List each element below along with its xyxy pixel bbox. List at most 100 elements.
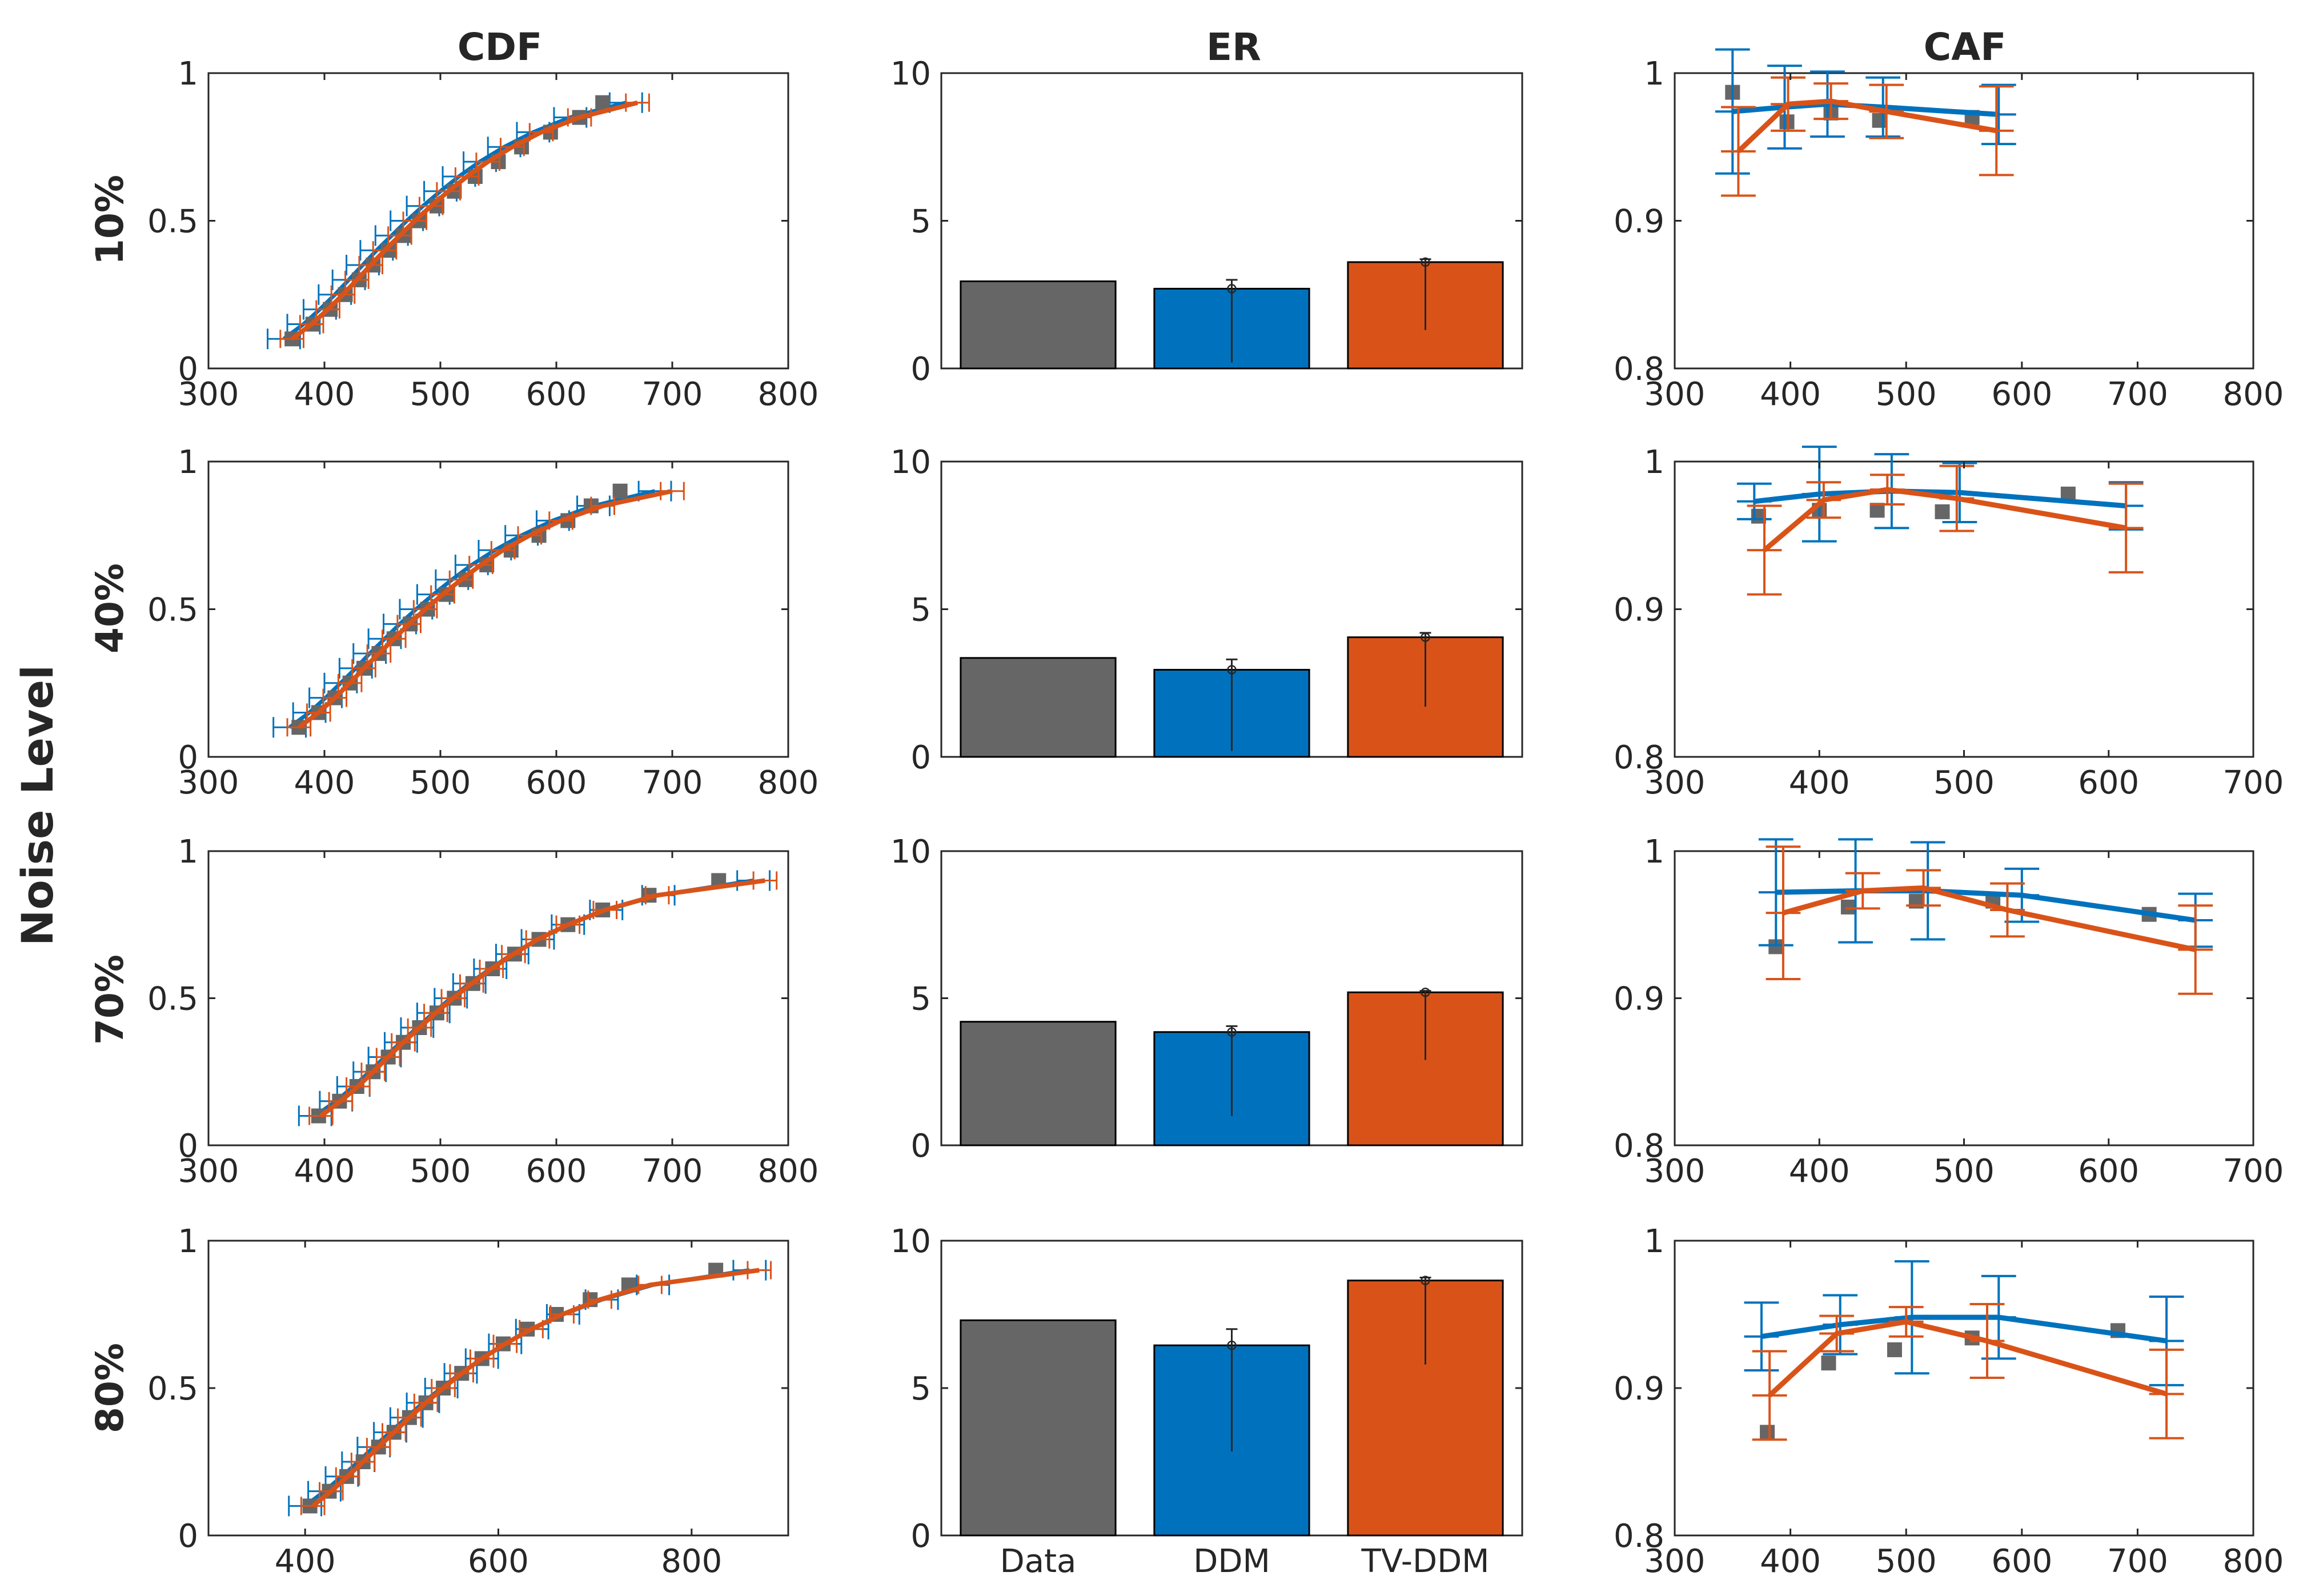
caf-xtick-label: 600 xyxy=(1991,1543,2052,1580)
caf-xtick-label: 500 xyxy=(1933,764,1995,801)
cdf-panel-row-1: 300 400 500 600 700 800 0 0.5 1 xyxy=(147,55,819,413)
er-bar-data xyxy=(960,1319,1117,1537)
caf-xtick-label: 700 xyxy=(2107,376,2168,413)
er-bar-data xyxy=(960,657,1117,758)
caf-xtick-label: 500 xyxy=(1876,376,1937,413)
cdf-xtick-label: 300 xyxy=(178,376,239,413)
cdf-xtick-label: 800 xyxy=(758,1153,819,1190)
cdf-data-point xyxy=(612,483,628,499)
caf-ytick-label: 0.9 xyxy=(1614,203,1664,240)
cdf-ytick-label: 1 xyxy=(178,55,198,93)
row-labels: 10% 40% 70% 80% xyxy=(88,175,132,1433)
er-bar-tvddm-mean-marker xyxy=(1421,257,1430,267)
cdf-xtick-label: 700 xyxy=(642,764,703,801)
cdf-xtick-label: 400 xyxy=(275,1543,336,1580)
caf-xtick-label: 300 xyxy=(1644,376,1706,413)
caf-frame xyxy=(1674,1240,2254,1537)
caf-xtick-label: 300 xyxy=(1644,1543,1706,1580)
er-panel-row-4: Data DDM TV-DDM 0 5 10 xyxy=(890,1223,1523,1580)
caf-xtick-label: 500 xyxy=(1933,1153,1995,1190)
caf-frame xyxy=(1674,460,2254,758)
er-bar-data xyxy=(960,1021,1117,1146)
cdf-ytick-label: 0.5 xyxy=(147,981,198,1018)
er-ytick-label: 5 xyxy=(910,592,931,629)
cdf-xtick-label: 700 xyxy=(642,376,703,413)
cdf-frame xyxy=(207,72,789,370)
er-ytick-label: 10 xyxy=(890,833,931,871)
cdf-frame xyxy=(207,850,789,1146)
caf-xtick-label: 700 xyxy=(2107,1543,2168,1580)
caf-data-point xyxy=(1779,114,1795,130)
er-category-label: DDM xyxy=(1193,1543,1270,1580)
column-title-caf: CAF xyxy=(1924,25,2007,69)
row-label-70: 70% xyxy=(88,955,132,1045)
caf-data-point xyxy=(1887,1342,1902,1357)
caf-xtick-label: 700 xyxy=(2223,764,2284,801)
er-bar-tvddm-mean-marker xyxy=(1421,1276,1430,1285)
caf-xtick-label: 800 xyxy=(2223,1543,2284,1580)
caf-frame xyxy=(1674,850,2254,1146)
cdf-xtick-label: 500 xyxy=(410,376,471,413)
row-label-10: 10% xyxy=(88,175,132,265)
er-ytick-label: 0 xyxy=(910,739,931,776)
caf-ytick-label: 0.9 xyxy=(1614,1370,1664,1407)
cdf-ytick-label: 0 xyxy=(178,1518,198,1555)
caf-xtick-label: 600 xyxy=(2078,764,2139,801)
cdf-xtick-label: 800 xyxy=(758,764,819,801)
caf-ytick-label: 1 xyxy=(1644,55,1664,93)
er-bar-tvddm-mean-marker xyxy=(1421,987,1430,997)
cdf-xtick-label: 400 xyxy=(294,1153,355,1190)
cdf-data-point xyxy=(595,95,611,110)
cdf-xtick-label: 500 xyxy=(410,764,471,801)
caf-ytick-label: 0.8 xyxy=(1614,739,1664,776)
caf-xtick-label: 700 xyxy=(2223,1153,2284,1190)
caf-data-point xyxy=(1821,1356,1836,1371)
caf-xtick-label: 400 xyxy=(1789,764,1850,801)
row-label-40: 40% xyxy=(88,563,132,653)
cdf-panel-row-2: 300 400 500 600 700 800 0 0.5 1 xyxy=(147,444,819,801)
er-ytick-label: 10 xyxy=(890,55,931,93)
cdf-xtick-label: 400 xyxy=(294,376,355,413)
cdf-xtick-label: 600 xyxy=(526,376,587,413)
cdf-ytick-label: 0.5 xyxy=(147,203,198,240)
caf-ytick-label: 0.8 xyxy=(1614,1518,1664,1555)
caf-ytick-label: 0.8 xyxy=(1614,351,1664,388)
er-ytick-label: 5 xyxy=(910,203,931,240)
er-ytick-label: 5 xyxy=(910,981,931,1018)
er-panel-row-3: 0 5 10 xyxy=(890,833,1523,1165)
caf-xtick-label: 600 xyxy=(2078,1153,2139,1190)
er-bar-ddm-mean-marker xyxy=(1227,665,1237,675)
caf-xtick-label: 400 xyxy=(1760,376,1821,413)
cdf-xtick-label: 600 xyxy=(468,1543,529,1580)
y-axis-label-noise-level: Noise Level xyxy=(12,665,63,946)
cdf-frame xyxy=(207,460,789,758)
caf-ytick-label: 0.9 xyxy=(1614,592,1664,629)
cdf-xtick-label: 400 xyxy=(294,764,355,801)
er-ytick-label: 10 xyxy=(890,444,931,481)
cdf-xtick-label: 800 xyxy=(758,376,819,413)
cdf-xtick-label: 700 xyxy=(642,1153,703,1190)
column-titles: CDF ER CAF xyxy=(458,25,2006,69)
column-title-cdf: CDF xyxy=(458,25,542,69)
er-ytick-label: 0 xyxy=(910,1128,931,1165)
cdf-panel-row-3: 300 400 500 600 700 800 0 0.5 1 xyxy=(147,833,819,1190)
er-bar-tvddm-mean-marker xyxy=(1421,632,1430,642)
cdf-ytick-label: 0.5 xyxy=(147,1370,198,1407)
caf-xtick-label: 600 xyxy=(1991,376,2052,413)
caf-ytick-label: 0.9 xyxy=(1614,981,1664,1018)
cdf-ytick-label: 0 xyxy=(178,739,198,776)
er-bar-data xyxy=(960,280,1117,370)
cdf-ytick-label: 1 xyxy=(178,1223,198,1260)
cdf-xtick-label: 800 xyxy=(661,1543,722,1580)
caf-xtick-label: 500 xyxy=(1876,1543,1937,1580)
caf-xtick-label: 400 xyxy=(1760,1543,1821,1580)
caf-data-point xyxy=(1760,1425,1775,1440)
er-ytick-label: 0 xyxy=(910,1518,931,1555)
row-4: 400 600 800 0 0.5 1 Data DDM TV-DDM 0 5 10 300 400 500… xyxy=(147,1223,2284,1580)
caf-ytick-label: 1 xyxy=(1644,833,1664,871)
column-title-er: ER xyxy=(1206,25,1261,69)
cdf-xtick-label: 500 xyxy=(410,1153,471,1190)
